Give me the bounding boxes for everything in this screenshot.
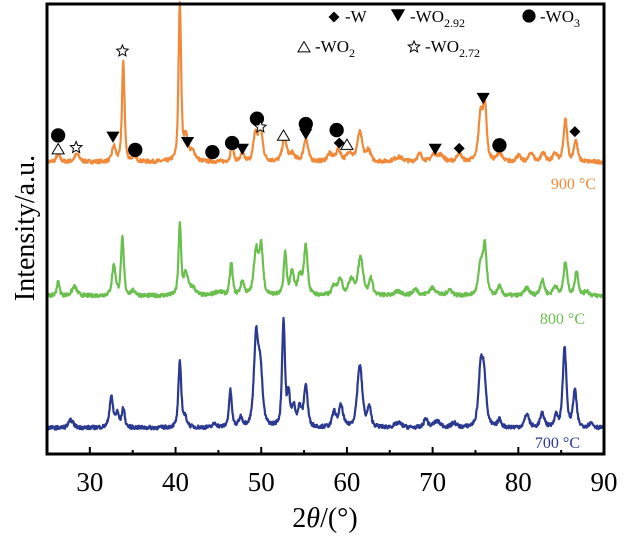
triangle-up-open-marker-icon — [276, 128, 291, 141]
x-tick-label: 70 — [419, 467, 446, 497]
legend-entry-wo2-72: -WO2.72 — [406, 37, 480, 60]
plot-frame — [45, 2, 606, 456]
legend-entry-wo2: -WO2 — [297, 37, 355, 60]
triangle-up-open-marker-icon — [297, 40, 311, 53]
phase-marker-wo2-92 — [428, 143, 442, 156]
phase-marker-wo2-92 — [299, 128, 313, 140]
phase-marker-wo3 — [329, 122, 344, 138]
phase-marker-wo2 — [51, 142, 66, 155]
circle-filled-marker-icon — [492, 138, 507, 153]
x-axis-title: 2θ/(°) — [292, 503, 357, 534]
legend-label-wo2: -WO2 — [315, 37, 355, 60]
diamond-marker-icon — [328, 11, 340, 23]
phase-marker-wo2-92 — [476, 92, 490, 105]
star-open-marker-icon — [115, 43, 130, 57]
phase-marker-wo2-92 — [235, 143, 249, 156]
x-tick-label: 30 — [76, 467, 103, 497]
diamond-marker-icon — [569, 126, 581, 138]
series-layer — [46, 1, 606, 431]
phase-marker-wo3 — [224, 135, 240, 151]
legend-entry-wo2-92: -WO2.92 — [390, 7, 465, 30]
circle-filled-marker-icon — [329, 122, 344, 138]
phase-marker-wo3 — [492, 138, 507, 153]
triangle-down-filled-marker-icon — [476, 92, 490, 105]
circle-filled-marker-icon — [298, 116, 313, 132]
triangle-down-filled-marker-icon — [390, 9, 406, 22]
phase-marker-w — [333, 137, 345, 149]
legend-entry-wo3: -WO3 — [522, 7, 580, 30]
legend-triangle-up-icon — [297, 40, 311, 53]
phase-marker-wo3 — [128, 142, 143, 157]
series-line-700 — [46, 316, 606, 431]
star-open-marker-icon — [69, 140, 84, 154]
x-axis-title-text: 2θ/(°) — [292, 503, 357, 534]
series-label-700: 700 °C — [535, 435, 580, 452]
diamond-marker-icon — [333, 137, 345, 149]
series-line-800 — [46, 221, 606, 299]
phase-marker-w — [569, 126, 581, 138]
phase-marker-wo2-72 — [115, 43, 130, 57]
circle-filled-marker-icon — [224, 135, 240, 151]
x-tick-label: 50 — [248, 467, 275, 497]
triangle-up-open-marker-icon — [51, 142, 66, 155]
phase-marker-wo2-72 — [253, 119, 268, 133]
x-tick-label: 40 — [162, 467, 189, 497]
triangle-down-filled-marker-icon — [428, 143, 442, 156]
phase-marker-wo2-72 — [69, 140, 84, 154]
phase-marker-wo2 — [339, 138, 354, 150]
x-tick-label: 90 — [591, 467, 618, 497]
series-label-900: 900 °C — [551, 176, 596, 193]
x-tick-label: 60 — [333, 467, 360, 497]
circle-filled-marker-icon — [522, 9, 536, 23]
triangle-down-filled-marker-icon — [106, 131, 120, 143]
triangle-down-filled-marker-icon — [180, 136, 195, 149]
legend-star-icon — [406, 39, 422, 53]
phase-marker-layer — [50, 43, 581, 160]
legend-label-wo2-92: -WO2.92 — [410, 7, 465, 30]
phase-marker-wo2 — [276, 128, 291, 141]
y-axis-title: Intensity/a.u. — [10, 155, 41, 301]
phase-marker-wo3 — [205, 144, 220, 160]
triangle-down-filled-marker-icon — [299, 128, 313, 140]
legend: -W -WO2.92 -WO3 -WO2 -WO2.72 — [297, 7, 580, 60]
series-label-800: 800 °C — [540, 311, 585, 328]
legend-label-wo2-72: -WO2.72 — [425, 37, 480, 60]
phase-marker-wo2-92 — [180, 136, 195, 149]
legend-label-wo3: -WO3 — [540, 7, 580, 30]
circle-filled-marker-icon — [128, 142, 143, 157]
circle-filled-marker-icon — [205, 144, 220, 160]
legend-triangle-down-icon — [390, 9, 406, 22]
legend-entry-w: -W — [328, 7, 368, 26]
series-line-900 — [46, 1, 606, 165]
triangle-down-filled-marker-icon — [235, 143, 249, 156]
circle-filled-marker-icon — [50, 128, 66, 143]
x-axis-ticks: 30 40 50 60 70 80 90 — [76, 447, 618, 497]
legend-diamond-icon — [328, 11, 340, 23]
legend-label-w: -W — [345, 7, 368, 26]
phase-marker-wo3 — [298, 116, 313, 132]
phase-marker-wo2-92 — [106, 131, 120, 143]
diamond-marker-icon — [453, 142, 465, 154]
star-open-marker-icon — [253, 119, 268, 133]
x-tick-label: 80 — [505, 467, 532, 497]
phase-marker-wo3 — [50, 128, 66, 143]
phase-marker-w — [453, 142, 465, 154]
legend-circle-icon — [522, 9, 536, 23]
triangle-up-open-marker-icon — [339, 138, 354, 150]
star-open-marker-icon — [406, 39, 422, 53]
